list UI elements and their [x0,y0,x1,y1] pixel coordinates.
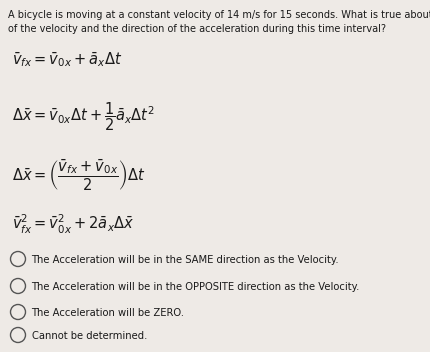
Text: Cannot be determined.: Cannot be determined. [31,331,147,341]
Text: A bicycle is moving at a constant velocity of 14 m/s for 15 seconds. What is tru: A bicycle is moving at a constant veloci… [8,10,430,20]
Text: The Acceleration will be in the SAME direction as the Velocity.: The Acceleration will be in the SAME dir… [31,255,339,265]
Text: $\bar{v}^{2}_{fx} = \bar{v}^{2}_{0x} + 2\bar{a}_{x}\Delta\bar{x}$: $\bar{v}^{2}_{fx} = \bar{v}^{2}_{0x} + 2… [12,213,135,236]
Text: The Acceleration will be ZERO.: The Acceleration will be ZERO. [31,308,184,318]
Text: $\Delta\bar{x} = \bar{v}_{0x}\Delta t + \dfrac{1}{2}\bar{a}_{x}\Delta t^2$: $\Delta\bar{x} = \bar{v}_{0x}\Delta t + … [12,100,155,133]
Text: $\Delta\bar{x} = \left(\dfrac{\bar{v}_{fx} + \bar{v}_{0x}}{2}\right)\Delta t$: $\Delta\bar{x} = \left(\dfrac{\bar{v}_{f… [12,158,146,193]
Text: of the velocity and the direction of the acceleration during this time interval?: of the velocity and the direction of the… [8,24,386,34]
Text: $\bar{v}_{fx} = \bar{v}_{0x} + \bar{a}_{x}\Delta t$: $\bar{v}_{fx} = \bar{v}_{0x} + \bar{a}_{… [12,50,123,69]
Text: The Acceleration will be in the OPPOSITE direction as the Velocity.: The Acceleration will be in the OPPOSITE… [31,282,360,292]
